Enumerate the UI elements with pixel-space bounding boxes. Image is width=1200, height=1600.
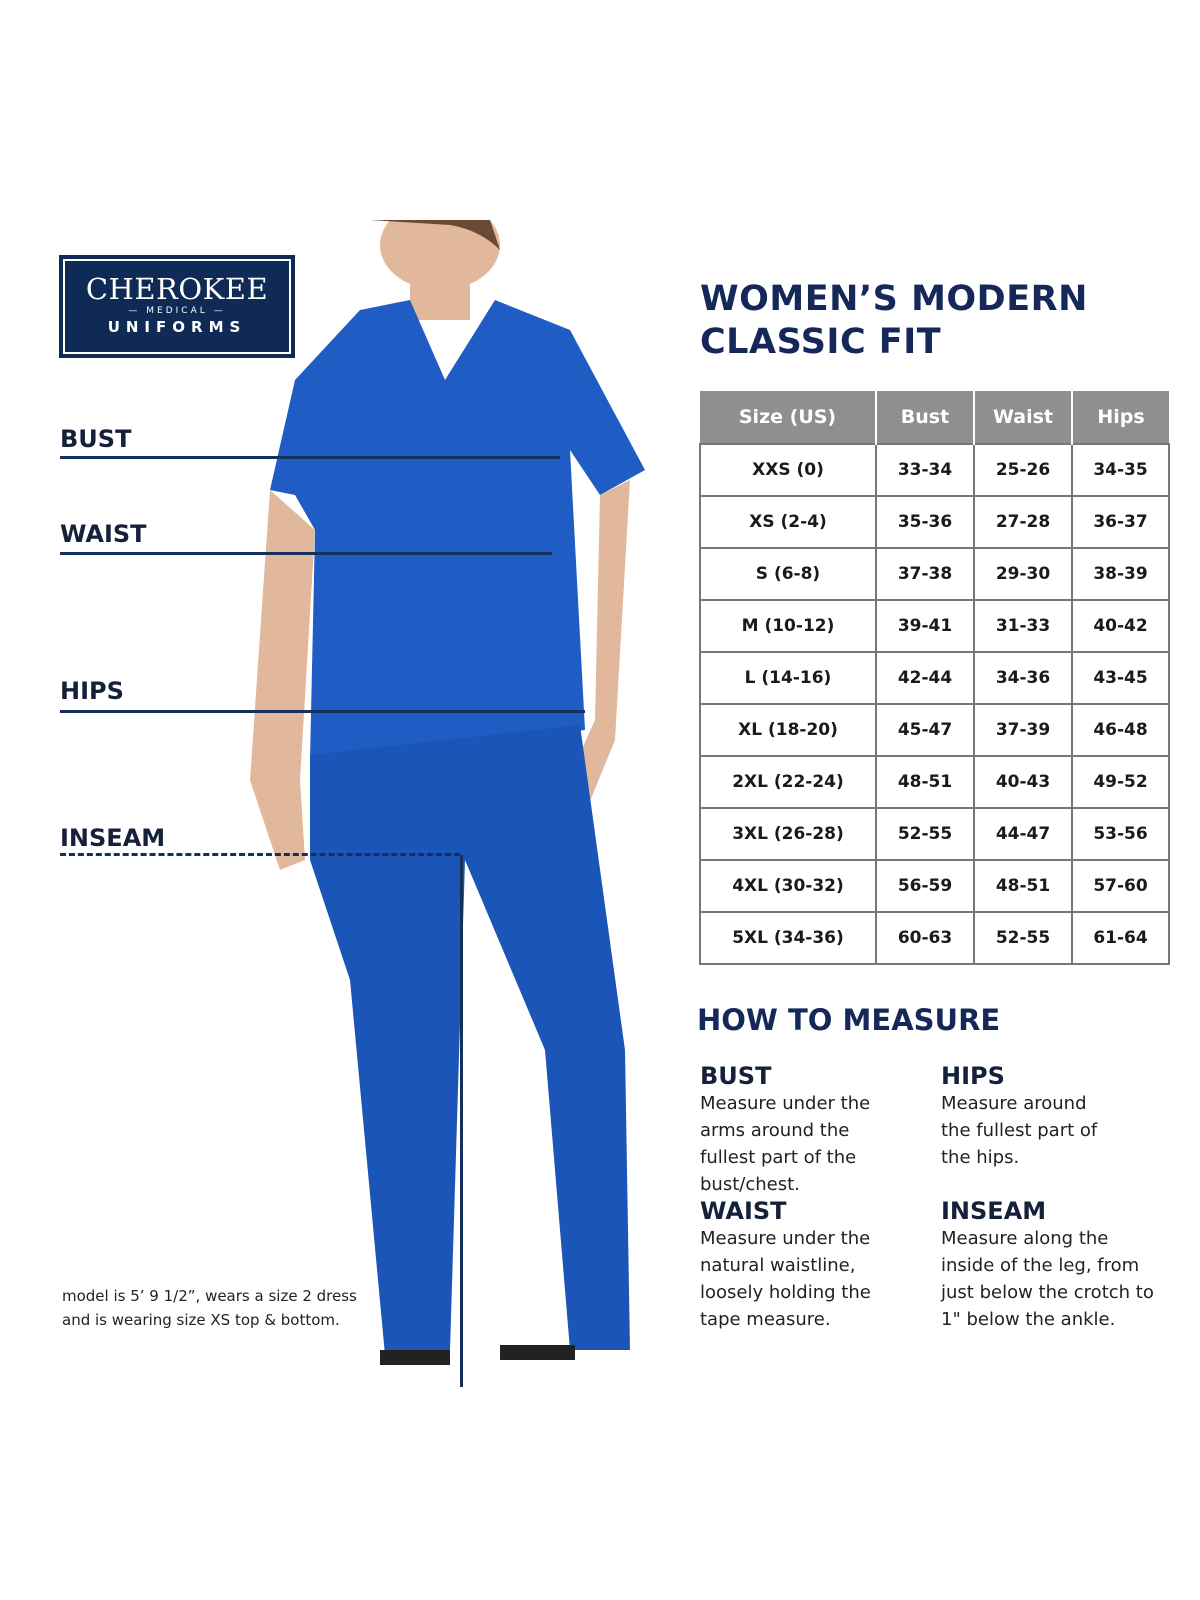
scrub-top [270, 300, 645, 760]
table-cell: XXS (0) [699, 443, 877, 497]
table-cell: 57-60 [1071, 859, 1170, 913]
table-row: XS (2-4) 35-36 27-28 36-37 [699, 495, 1170, 549]
table-cell: 37-38 [875, 547, 975, 601]
table-cell: 34-36 [973, 651, 1073, 705]
title-line-2: CLASSIC FIT [700, 322, 942, 362]
table-cell: 29-30 [973, 547, 1073, 601]
scrub-pants [310, 725, 630, 1355]
measure-inseam: INSEAM Measure along the inside of the l… [941, 1197, 1156, 1333]
table-row: 4XL (30-32) 56-59 48-51 57-60 [699, 859, 1170, 913]
table-cell: 56-59 [875, 859, 975, 913]
measure-text: Measure around the fullest part of the h… [941, 1093, 1098, 1168]
table-row: 2XL (22-24) 48-51 40-43 49-52 [699, 755, 1170, 809]
table-row: XL (18-20) 45-47 37-39 46-48 [699, 703, 1170, 757]
column-header: Size (US) [700, 391, 876, 444]
table-cell: XS (2-4) [699, 495, 877, 549]
table-cell: M (10-12) [699, 599, 877, 653]
cherokee-logo: CHEROKEE — MEDICAL — UNIFORMS [59, 255, 295, 358]
table-cell: 52-55 [973, 911, 1073, 965]
model-note-line-1: model is 5’ 9 1/2”, wears a size 2 dress [62, 1287, 357, 1305]
hips-line [60, 710, 585, 713]
table-row: S (6-8) 37-38 29-30 38-39 [699, 547, 1170, 601]
measure-heading: INSEAM [941, 1197, 1047, 1225]
table-cell: 45-47 [875, 703, 975, 757]
table-cell: 49-52 [1071, 755, 1170, 809]
table-cell: 40-42 [1071, 599, 1170, 653]
column-header: Waist [973, 391, 1072, 444]
bust-label: BUST [60, 425, 132, 453]
table-cell: 40-43 [973, 755, 1073, 809]
table-cell: 43-45 [1071, 651, 1170, 705]
table-cell: 38-39 [1071, 547, 1170, 601]
bust-line [60, 456, 560, 459]
table-row: 3XL (26-28) 52-55 44-47 53-56 [699, 807, 1170, 861]
table-cell: 5XL (34-36) [699, 911, 877, 965]
table-row: M (10-12) 39-41 31-33 40-42 [699, 599, 1170, 653]
inseam-vertical-line [460, 855, 463, 1387]
table-cell: 60-63 [875, 911, 975, 965]
column-header: Hips [1071, 391, 1169, 444]
table-cell: 4XL (30-32) [699, 859, 877, 913]
inseam-label: INSEAM [60, 824, 166, 852]
size-chart-table: Size (US) Bust Waist Hips XXS (0) 33-34 25-26… [699, 391, 1170, 965]
table-cell: S (6-8) [699, 547, 877, 601]
measure-text: Measure along the inside of the leg, fro… [941, 1228, 1154, 1330]
table-cell: 25-26 [973, 443, 1073, 497]
how-to-measure-title: HOW TO MEASURE [697, 1003, 1001, 1037]
inseam-dashed-line [60, 853, 460, 856]
table-cell: 61-64 [1071, 911, 1170, 965]
hips-label: HIPS [60, 677, 124, 705]
table-cell: 46-48 [1071, 703, 1170, 757]
table-cell: 27-28 [973, 495, 1073, 549]
table-cell: 3XL (26-28) [699, 807, 877, 861]
table-cell: 34-35 [1071, 443, 1170, 497]
measure-heading: BUST [700, 1062, 772, 1090]
table-cell: 48-51 [875, 755, 975, 809]
model-note-line-2: and is wearing size XS top & bottom. [62, 1311, 340, 1329]
table-cell: 48-51 [973, 859, 1073, 913]
table-cell: 35-36 [875, 495, 975, 549]
table-cell: 52-55 [875, 807, 975, 861]
measure-text: Measure under the arms around the fulles… [700, 1093, 871, 1195]
measure-text: Measure under the natural waistline, loo… [700, 1228, 871, 1330]
table-cell: L (14-16) [699, 651, 877, 705]
table-cell: XL (18-20) [699, 703, 877, 757]
measure-heading: HIPS [941, 1062, 1005, 1090]
table-cell: 2XL (22-24) [699, 755, 877, 809]
table-row: XXS (0) 33-34 25-26 34-35 [699, 443, 1170, 497]
measure-bust: BUST Measure under the arms around the f… [700, 1062, 910, 1198]
table-cell: 31-33 [973, 599, 1073, 653]
table-cell: 53-56 [1071, 807, 1170, 861]
table-cell: 33-34 [875, 443, 975, 497]
table-cell: 39-41 [875, 599, 975, 653]
logo-medical: — MEDICAL — [128, 306, 226, 316]
title-line-1: WOMEN’S MODERN [700, 279, 1088, 319]
table-row: 5XL (34-36) 60-63 52-55 61-64 [699, 911, 1170, 965]
table-row: L (14-16) 42-44 34-36 43-45 [699, 651, 1170, 705]
table-cell: 42-44 [875, 651, 975, 705]
table-cell: 36-37 [1071, 495, 1170, 549]
measure-hips: HIPS Measure around the fullest part of … [941, 1062, 1116, 1171]
column-header: Bust [875, 391, 974, 444]
waist-label: WAIST [60, 520, 147, 548]
measure-heading: WAIST [700, 1197, 787, 1225]
measure-waist: WAIST Measure under the natural waistlin… [700, 1197, 890, 1333]
model-note: model is 5’ 9 1/2”, wears a size 2 dress… [62, 1284, 357, 1332]
logo-brand: CHEROKEE [85, 272, 269, 306]
model-hair [370, 220, 500, 250]
waist-line [60, 552, 552, 555]
page-title: WOMEN’S MODERN CLASSIC FIT [700, 278, 1088, 364]
table-cell: 37-39 [973, 703, 1073, 757]
table-cell: 44-47 [973, 807, 1073, 861]
model-photo [250, 220, 645, 1365]
logo-uniforms: UNIFORMS [107, 318, 247, 336]
